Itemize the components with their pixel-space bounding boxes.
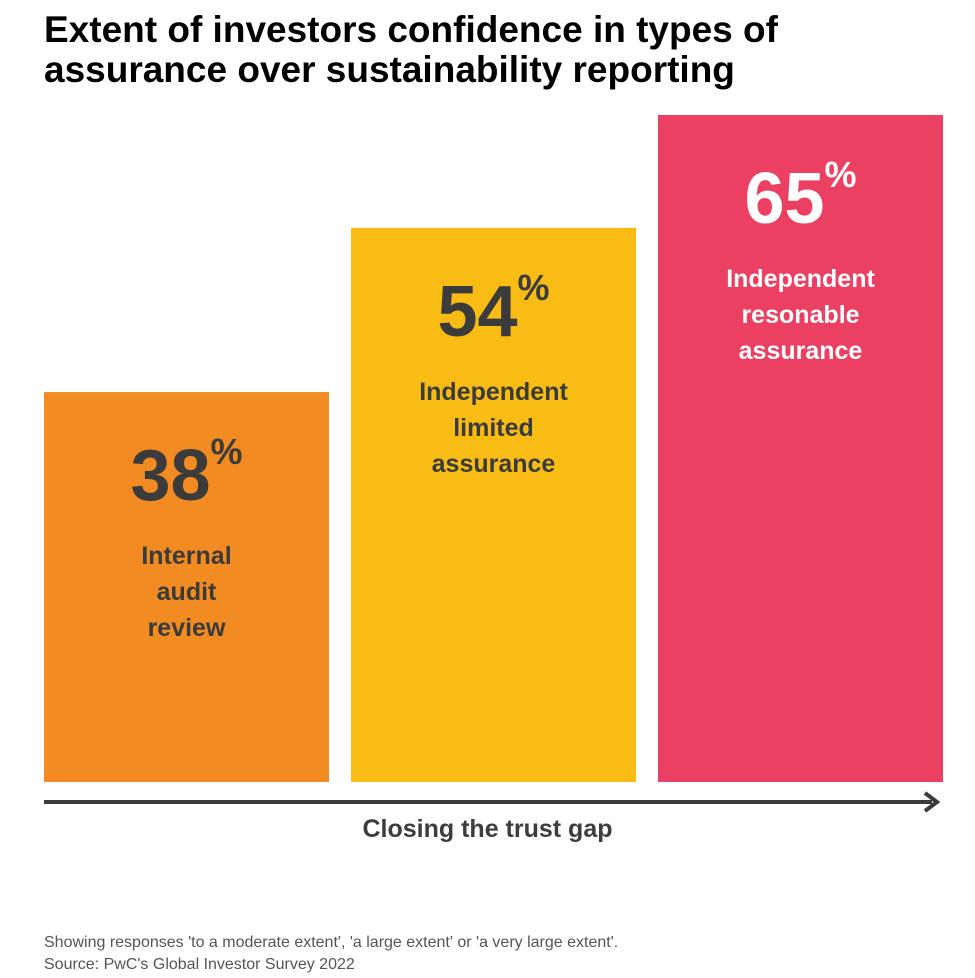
bar-category-label-1-line-2: audit [157,578,217,606]
x-axis-label: Closing the trust gap [362,815,613,843]
bar-category-label-1-line-3: review [148,614,226,642]
footnote-note: Showing responses 'to a moderate extent'… [44,934,619,951]
bar-category-label-3-line-1: Independent [726,265,875,293]
chart-title-line-2: assurance over sustainability reporting [44,49,735,90]
bars-group: 38% Internal audit review 54% Independent limi… [44,115,943,782]
bar-value-number: 54 [437,272,517,352]
bar-category-label-2-line-1: Independent [419,378,568,406]
bar-1 [44,392,329,782]
chart-title: Extent of investors confidence in types … [44,10,944,90]
arrow-head-icon [923,791,941,813]
bar-value-label-2: 54% [437,267,549,352]
bar-3 [658,115,943,782]
bar-value-number: 38 [130,436,210,516]
bar-category-label-2-line-2: limited [453,414,534,442]
footnote: Showing responses 'to a moderate extent'… [44,932,964,976]
bar-category-label-3-line-2: resonable [741,301,859,329]
bar-value-unit: % [518,267,550,308]
bar-value-number: 65 [744,159,824,239]
trust-gap-arrow [44,791,941,813]
bar-category-label-1-line-1: Internal [141,542,231,570]
bar-category-label-2-line-3: assurance [432,450,556,478]
bar-value-unit: % [211,431,243,472]
chart-title-line-1: Extent of investors confidence in types … [44,9,778,50]
bar-value-label-3: 65% [744,154,856,239]
bar-value-unit: % [825,154,857,195]
footnote-source: Source: PwC's Global Investor Survey 202… [44,956,355,973]
bar-value-label-1: 38% [130,431,242,516]
bar-category-label-3-line-3: assurance [739,337,863,365]
bar-2 [351,227,636,782]
